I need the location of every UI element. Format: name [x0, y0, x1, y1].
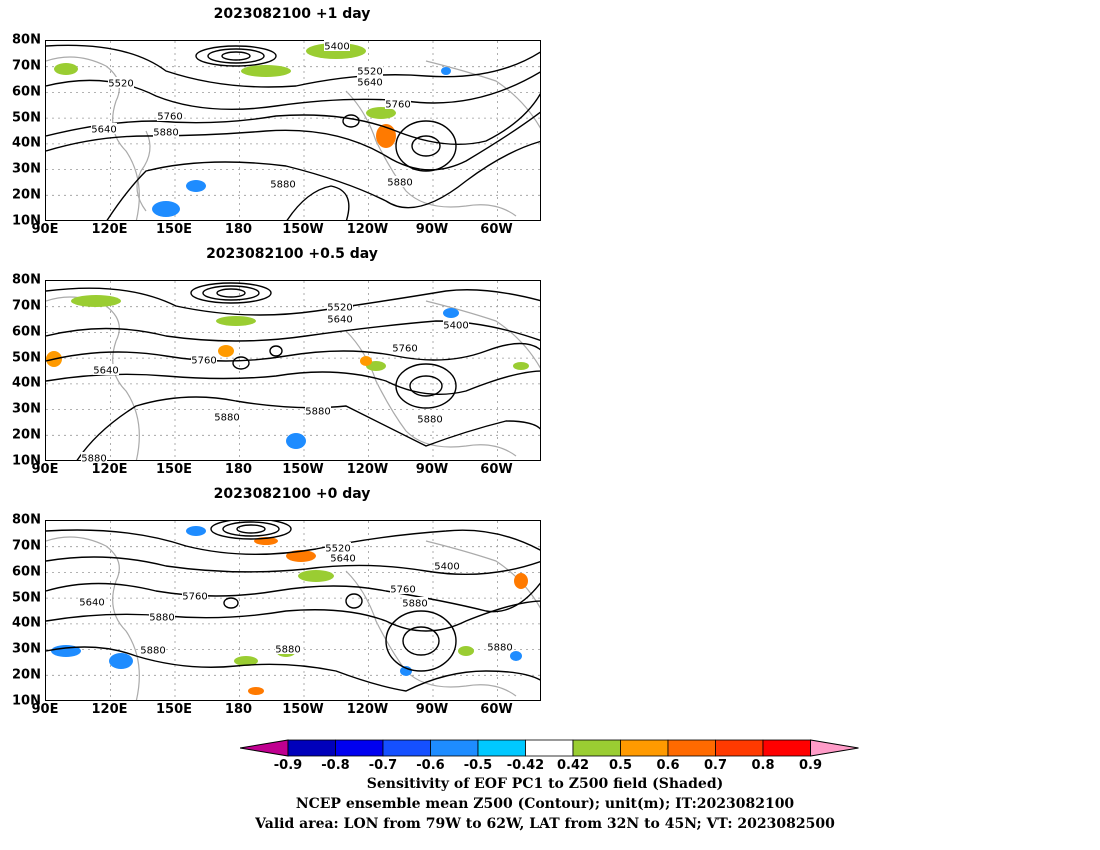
colorbar-segment — [287, 739, 336, 757]
panel-2-title: 2023082100 +0.5 day — [206, 246, 378, 262]
lat-label: 40N — [12, 135, 41, 151]
lon-label: 120W — [346, 222, 389, 237]
colorbar-segment — [430, 739, 479, 757]
lon-label: 60W — [480, 702, 513, 717]
colorbar-segment — [525, 739, 574, 757]
lon-label: 120E — [91, 222, 128, 237]
colorbar-segment — [667, 739, 716, 757]
shading-positive — [71, 295, 529, 371]
lon-label: 180 — [224, 702, 253, 717]
lat-label: 60N — [12, 324, 41, 340]
lon-label: 180 — [224, 222, 253, 237]
lat-label: 70N — [12, 538, 41, 554]
lon-label: 150W — [282, 702, 324, 717]
lat-label: 60N — [12, 564, 41, 580]
lon-label: 90E — [31, 702, 59, 717]
colorbar-tick-label: -0.6 — [416, 758, 445, 773]
lon-label: 90W — [415, 462, 449, 477]
lon-label: 90W — [415, 702, 449, 717]
lat-label: 70N — [12, 58, 41, 74]
lat-label: 10N — [12, 693, 41, 709]
lat-label: 30N — [12, 401, 41, 417]
lat-label: 20N — [12, 667, 41, 683]
colorbar-tick-label: 0.5 — [608, 758, 633, 773]
shading-positive — [54, 43, 396, 119]
colorbar-tick-label: 0.42 — [556, 758, 590, 773]
colorbar-segment — [335, 739, 384, 757]
colorbar-tick-label: 0.9 — [798, 758, 823, 773]
colorbar-high-extend — [810, 739, 859, 757]
map-panel-3 — [45, 520, 541, 701]
colorbar-segment — [572, 739, 621, 757]
colorbar-tick-label: 0.7 — [703, 758, 728, 773]
caption-line-1: Sensitivity of EOF PC1 to Z500 field (Sh… — [366, 776, 724, 792]
lon-label: 90W — [415, 222, 449, 237]
colorbar-segment — [382, 739, 431, 757]
lon-label: 90E — [31, 222, 59, 237]
lon-label: 90E — [31, 462, 59, 477]
caption-line-2: NCEP ensemble mean Z500 (Contour); unit(… — [295, 796, 795, 812]
lon-label: 120E — [91, 702, 128, 717]
colorbar-segment — [477, 739, 526, 757]
colorbar-segment — [715, 739, 764, 757]
lat-label: 20N — [12, 187, 41, 203]
colorbar — [240, 739, 859, 757]
z500-contours — [46, 44, 540, 220]
colorbar-tick-label: -0.5 — [463, 758, 493, 773]
lat-label: 60N — [12, 84, 41, 100]
colorbar-tick-label: 0.6 — [656, 758, 680, 773]
z500-contours — [46, 282, 540, 460]
shading-negative — [286, 308, 459, 449]
colorbar-low-extend — [240, 739, 289, 757]
lat-label: 30N — [12, 161, 41, 177]
lat-label: 20N — [12, 427, 41, 443]
lon-label: 180 — [224, 462, 253, 477]
lon-label: 150E — [155, 702, 193, 717]
lon-label: 120W — [346, 462, 389, 477]
lon-label: 150W — [282, 462, 324, 477]
z500-contours — [46, 521, 540, 692]
lon-label: 60W — [480, 222, 513, 237]
colorbar-tick-label: -0.42 — [506, 758, 545, 773]
colorbar-tick-label: -0.8 — [321, 758, 350, 773]
lon-label: 150E — [155, 222, 193, 237]
panel-3-svg — [46, 521, 540, 700]
lat-label: 50N — [12, 590, 41, 606]
colorbar-tick-label: 0.8 — [751, 758, 775, 773]
panel-1-svg — [46, 41, 540, 220]
lat-label: 50N — [12, 350, 41, 366]
lon-label: 120W — [346, 702, 389, 717]
coastlines — [46, 56, 540, 220]
panel-3-title: 2023082100 +0 day — [213, 486, 371, 502]
shading-strong-positive — [46, 345, 372, 367]
colorbar-tick-label: -0.7 — [368, 758, 398, 773]
lat-label: 40N — [12, 375, 41, 391]
caption-line-3: Valid area: LON from 79W to 62W, LAT fro… — [255, 816, 835, 832]
map-panel-2 — [45, 280, 541, 461]
lon-label: 120E — [91, 462, 128, 477]
panel-1-title: 2023082100 +1 day — [213, 6, 371, 22]
colorbar-segment — [762, 739, 811, 757]
lon-label: 150E — [155, 462, 193, 477]
lat-label: 80N — [12, 272, 41, 288]
lat-label: 80N — [12, 512, 41, 528]
lon-label: 150W — [282, 222, 324, 237]
panel-2-svg — [46, 281, 540, 460]
lat-label: 40N — [12, 615, 41, 631]
lat-label: 10N — [12, 453, 41, 469]
lat-label: 10N — [12, 213, 41, 229]
coastlines — [46, 536, 540, 700]
shading-positive — [234, 570, 474, 666]
lat-label: 30N — [12, 641, 41, 657]
lat-label: 80N — [12, 32, 41, 48]
colorbar-tick-label: -0.9 — [273, 758, 303, 773]
lat-label: 70N — [12, 298, 41, 314]
map-panel-1 — [45, 40, 541, 221]
shading-negative — [152, 67, 451, 217]
lon-label: 60W — [480, 462, 513, 477]
colorbar-segment — [620, 739, 669, 757]
shading-strong-positive — [376, 124, 396, 148]
lat-label: 50N — [12, 110, 41, 126]
